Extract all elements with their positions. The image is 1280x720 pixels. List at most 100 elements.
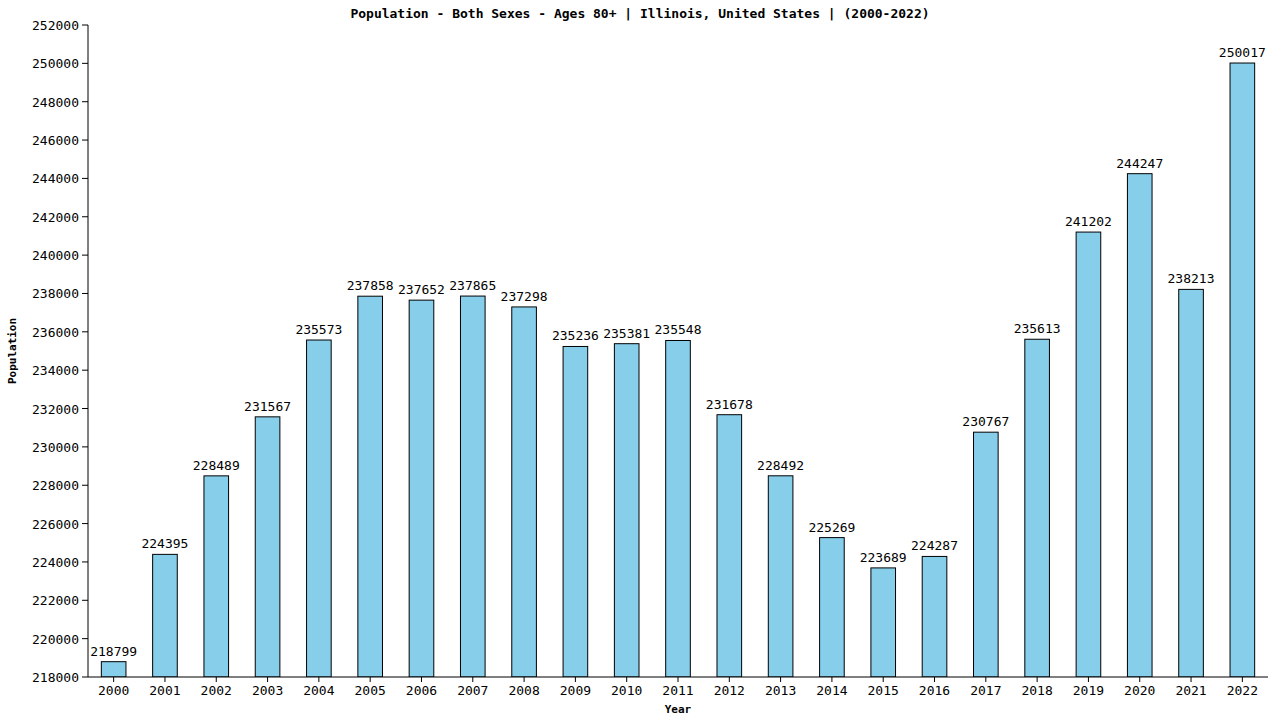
bar (1127, 174, 1152, 677)
x-tick (267, 677, 268, 682)
x-tick (985, 677, 986, 682)
y-tick (82, 25, 88, 26)
x-tick-label: 2014 (816, 683, 847, 698)
bar (717, 415, 742, 677)
x-tick (575, 677, 576, 682)
y-tick (82, 178, 88, 179)
y-tick (82, 485, 88, 486)
y-tick-label: 234000 (32, 363, 79, 378)
bar (768, 476, 793, 677)
chart: Population - Both Sexes - Ages 80+ | Ill… (0, 0, 1280, 720)
bar (307, 340, 332, 677)
y-axis-label: Population (6, 318, 19, 384)
data-label: 244247 (1116, 156, 1163, 171)
y-tick-label: 248000 (32, 95, 79, 110)
y-tick (82, 140, 88, 141)
x-tick (318, 677, 319, 682)
y-tick (82, 523, 88, 524)
y-tick-label: 242000 (32, 210, 79, 225)
y-tick-label: 222000 (32, 593, 79, 608)
x-tick-label: 2006 (406, 683, 437, 698)
y-tick-label: 236000 (32, 325, 79, 340)
x-tick-label: 2013 (765, 683, 796, 698)
x-tick (1191, 677, 1192, 682)
bar (871, 568, 896, 677)
data-label: 237865 (449, 278, 496, 293)
x-tick-label: 2002 (201, 683, 232, 698)
x-tick (370, 677, 371, 682)
x-tick-label: 2015 (868, 683, 899, 698)
x-tick-label: 2001 (149, 683, 180, 698)
bar (1179, 289, 1204, 677)
bar (614, 344, 639, 677)
data-label: 225269 (808, 520, 855, 535)
data-label: 223689 (860, 550, 907, 565)
bar (1025, 339, 1050, 677)
x-tick (729, 677, 730, 682)
y-tick (82, 370, 88, 371)
y-tick-label: 228000 (32, 478, 79, 493)
data-label: 237298 (501, 289, 548, 304)
x-tick-label: 2011 (662, 683, 693, 698)
bar (922, 556, 947, 677)
bars (101, 63, 1254, 677)
y-tick-label: 240000 (32, 248, 79, 263)
data-label: 241202 (1065, 214, 1112, 229)
x-tick (831, 677, 832, 682)
x-tick (780, 677, 781, 682)
x-tick-label: 2022 (1227, 683, 1258, 698)
bar (1230, 63, 1255, 677)
x-tick (1088, 677, 1089, 682)
x-tick (472, 677, 473, 682)
title: Population - Both Sexes - Ages 80+ | Ill… (350, 6, 929, 21)
bar (974, 432, 999, 677)
y-tick-label: 218000 (32, 670, 79, 685)
bar (255, 417, 280, 677)
x-tick (626, 677, 627, 682)
y-tick-label: 224000 (32, 555, 79, 570)
data-label: 235548 (655, 322, 702, 337)
x-tick-label: 2004 (303, 683, 334, 698)
x-tick-label: 2008 (508, 683, 539, 698)
x-tick-label: 2018 (1021, 683, 1052, 698)
y-tick (82, 331, 88, 332)
y-tick-label: 246000 (32, 133, 79, 148)
x-tick (934, 677, 935, 682)
data-label: 228492 (757, 458, 804, 473)
y-tick-label: 252000 (32, 18, 79, 33)
x-tick-label: 2007 (457, 683, 488, 698)
bar (409, 300, 434, 677)
data-label: 237858 (347, 278, 394, 293)
x-axis (88, 677, 1268, 678)
data-label: 218799 (90, 644, 137, 659)
y-tick (82, 63, 88, 64)
y-tick (82, 600, 88, 601)
x-tick (164, 677, 165, 682)
y-tick-label: 232000 (32, 402, 79, 417)
bar (153, 554, 178, 677)
data-label: 235613 (1014, 321, 1061, 336)
x-tick (216, 677, 217, 682)
data-label: 230767 (962, 414, 1009, 429)
data-label: 237652 (398, 282, 445, 297)
data-label: 235381 (603, 326, 650, 341)
x-tick (421, 677, 422, 682)
bar (1076, 232, 1101, 677)
x-tick (1242, 677, 1243, 682)
bar (204, 476, 229, 677)
x-axis-label: Year (665, 703, 692, 716)
y-tick-label: 226000 (32, 517, 79, 532)
x-tick-label: 2017 (970, 683, 1001, 698)
data-label: 231678 (706, 397, 753, 412)
data-label: 224395 (141, 536, 188, 551)
x-tick-label: 2020 (1124, 683, 1155, 698)
x-tick-label: 2003 (252, 683, 283, 698)
y-tick-label: 230000 (32, 440, 79, 455)
y-tick (82, 216, 88, 217)
y-tick (82, 101, 88, 102)
x-tick (1037, 677, 1038, 682)
x-tick (113, 677, 114, 682)
y-tick (82, 408, 88, 409)
data-label: 250017 (1219, 45, 1266, 60)
x-tick-label: 2010 (611, 683, 642, 698)
